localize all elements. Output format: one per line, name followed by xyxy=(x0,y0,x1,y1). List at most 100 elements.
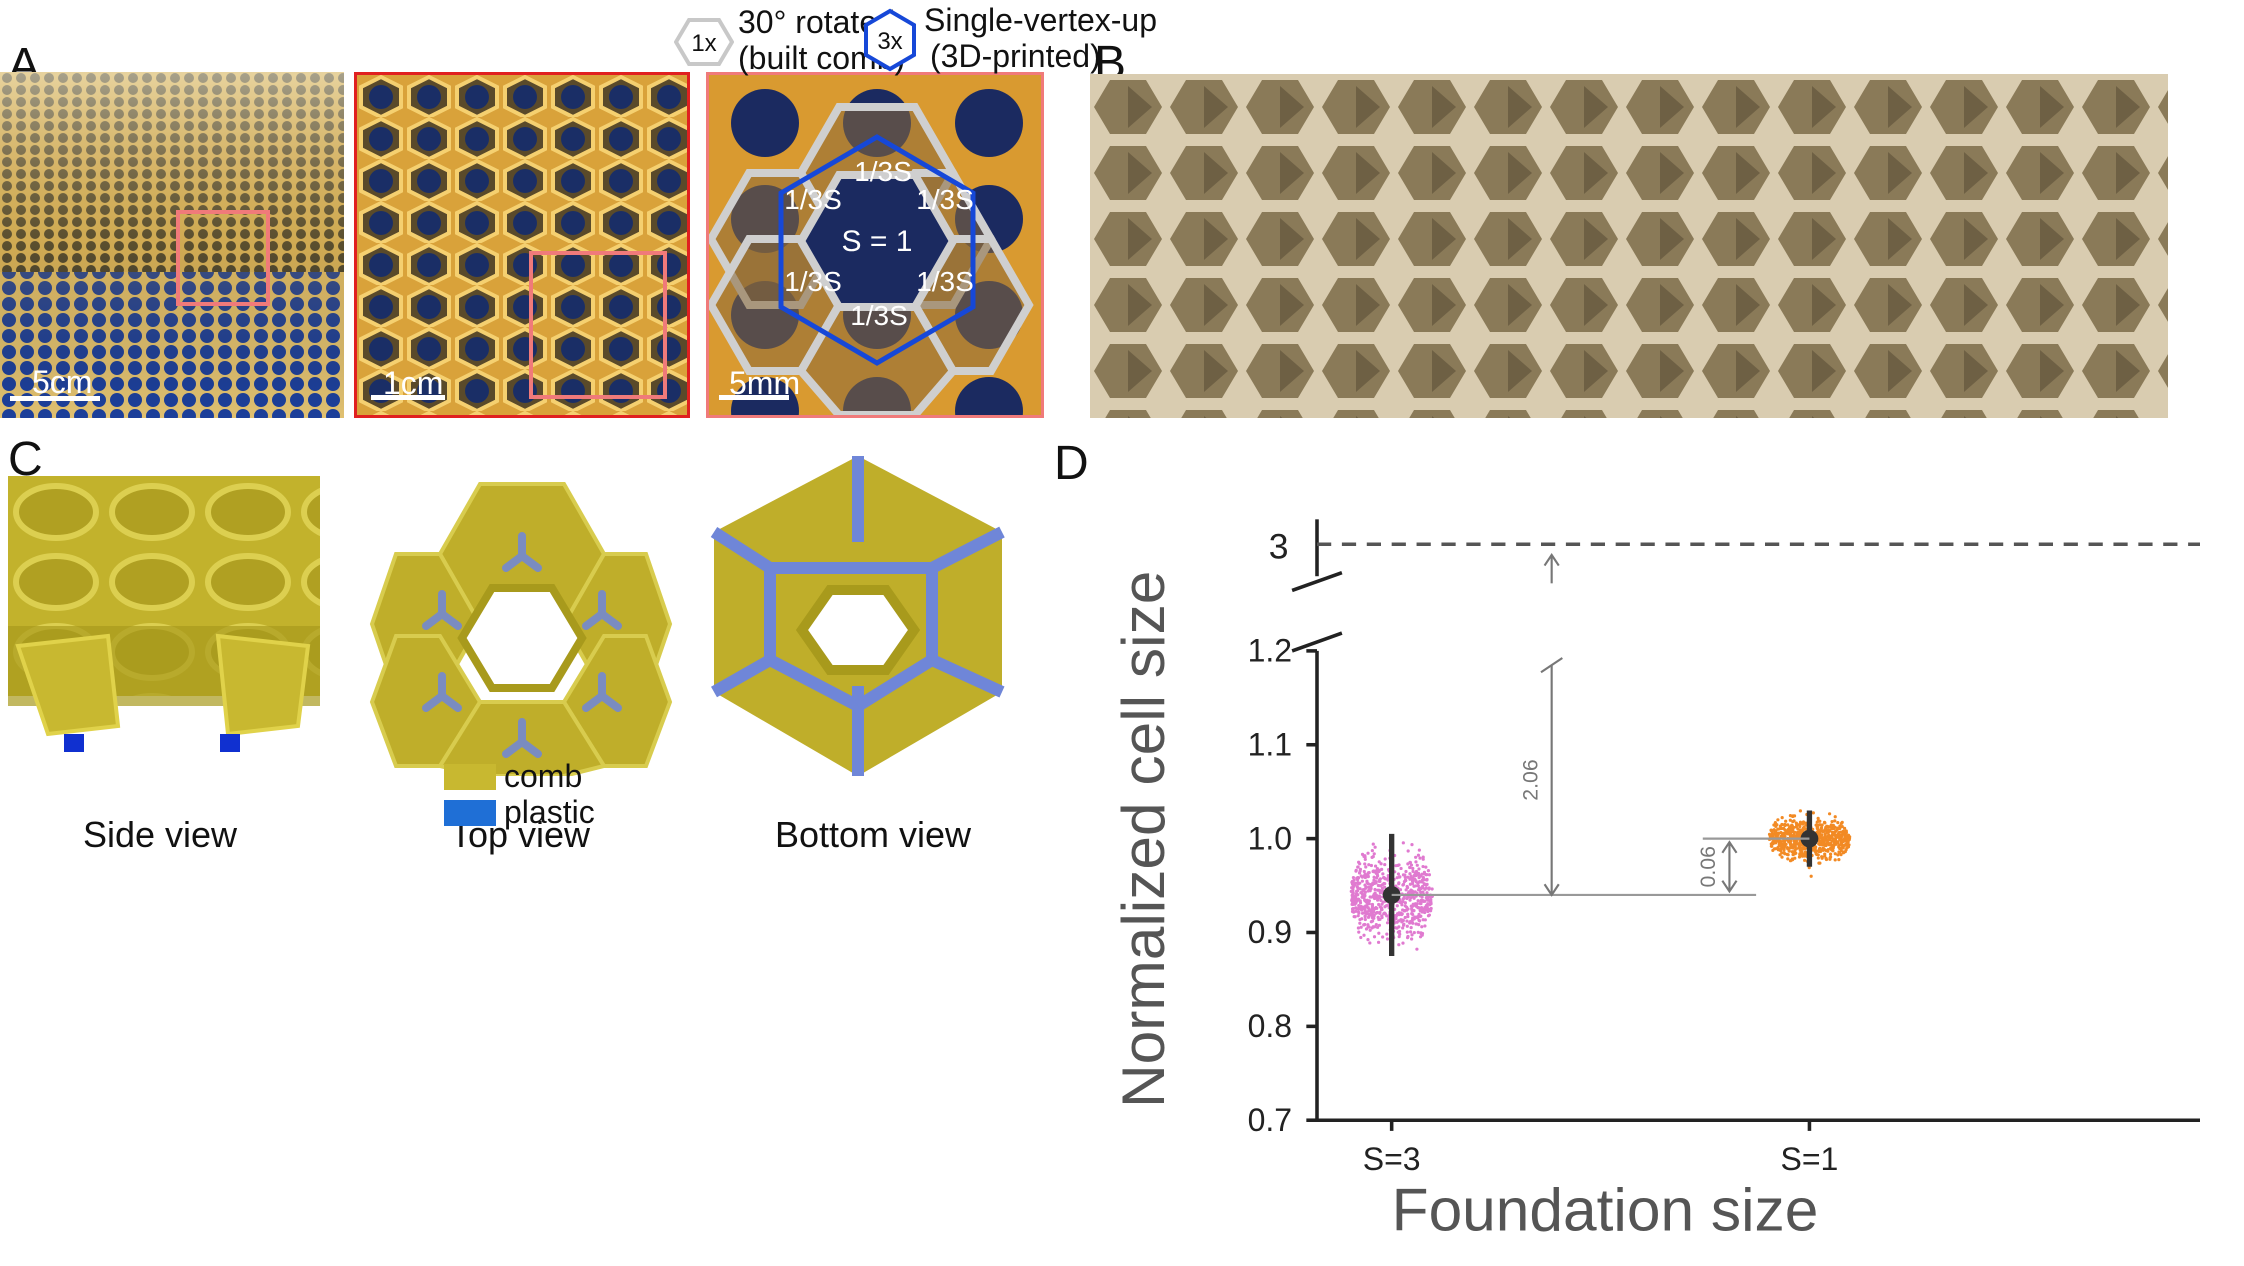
swarm-point xyxy=(1784,819,1788,823)
swarm-point xyxy=(1426,868,1431,873)
swarm-point xyxy=(1398,875,1402,879)
swarm-point xyxy=(1404,869,1408,874)
hex-label-upper-left: 1/3S xyxy=(784,184,842,215)
swarm-point xyxy=(1412,931,1416,935)
swarm-point xyxy=(1370,855,1374,860)
swarm-point xyxy=(1401,841,1405,845)
swarm-point xyxy=(1380,886,1385,890)
swarm-point xyxy=(1411,912,1415,917)
swarm-point xyxy=(1416,906,1420,910)
swarm-point xyxy=(1374,911,1378,915)
swarm-point xyxy=(1835,833,1839,838)
swarm-point xyxy=(1367,899,1372,903)
swarm-point xyxy=(1839,849,1843,853)
swarm-point xyxy=(1424,903,1428,908)
legend-label-comb: comb xyxy=(504,758,583,794)
swarm-point xyxy=(1769,842,1773,846)
swarm-point xyxy=(1833,852,1837,856)
swarm-point xyxy=(1367,907,1371,912)
swarm-point xyxy=(1408,877,1412,881)
swarm-point xyxy=(1833,815,1837,819)
swarm-point xyxy=(1351,887,1355,891)
swarm-point xyxy=(1827,837,1831,841)
swarm-point xyxy=(1367,902,1371,906)
swarm-point xyxy=(1360,911,1365,915)
swarm-point xyxy=(1384,904,1389,908)
swarm-point xyxy=(1401,882,1406,886)
swarm-point xyxy=(1372,916,1376,920)
swarm-point xyxy=(1385,937,1390,941)
swarm-point xyxy=(1360,892,1365,896)
swarm-point xyxy=(1418,935,1423,939)
swarm-point xyxy=(1368,941,1372,945)
swarm-point xyxy=(1419,898,1423,902)
swarm-point xyxy=(1401,873,1406,877)
swarm-point xyxy=(1378,890,1382,895)
swarm-point xyxy=(1844,829,1848,833)
swarm-point xyxy=(1774,823,1778,827)
swarm-point xyxy=(1408,872,1412,876)
swarm-point xyxy=(1427,913,1432,917)
swarm-point xyxy=(1791,830,1795,834)
swarm-point xyxy=(1377,931,1381,935)
swarm-point xyxy=(1846,833,1851,837)
swarm-point xyxy=(1353,881,1357,885)
swarm-point xyxy=(1845,846,1849,850)
swarm-point xyxy=(1811,846,1815,850)
swarm-point xyxy=(1422,870,1427,874)
scale-bar-line xyxy=(719,395,789,400)
swarm-point xyxy=(1369,883,1373,887)
swarm-point xyxy=(1381,900,1385,904)
panel-letter-d: D xyxy=(1054,437,1089,490)
swarm-point xyxy=(1791,814,1795,818)
swarm-point xyxy=(1429,895,1433,899)
swarm-point xyxy=(1803,858,1807,862)
swarm-point xyxy=(1770,844,1774,848)
annotation-arrowhead xyxy=(1543,552,1560,567)
swarm-point xyxy=(1405,905,1409,909)
swarm-point xyxy=(1401,941,1405,945)
swarm-point xyxy=(1416,914,1420,919)
swarm-point xyxy=(1351,875,1356,880)
swarm-point xyxy=(1372,875,1376,879)
swarm-point xyxy=(1822,829,1826,833)
swarm-point xyxy=(1366,851,1370,855)
swarm-point xyxy=(1363,915,1367,919)
swarm-point xyxy=(1378,905,1382,909)
swarm-point xyxy=(1354,892,1359,896)
swarm-point xyxy=(1356,914,1360,918)
swarm-point xyxy=(1362,933,1366,937)
swarm-point xyxy=(1381,872,1385,876)
swarm-point xyxy=(1415,902,1419,906)
swarm-point xyxy=(1427,873,1432,877)
swarm-point xyxy=(1778,853,1782,857)
swarm-point xyxy=(1408,921,1412,925)
swarm-point xyxy=(1420,925,1424,929)
swarm-point xyxy=(1838,826,1842,830)
swarm-point xyxy=(1423,910,1427,915)
swarm-point xyxy=(1820,833,1824,837)
swarm-point xyxy=(1817,829,1821,833)
swarm-point xyxy=(1792,851,1796,855)
swarm-point xyxy=(1377,879,1381,883)
side-view-render xyxy=(8,476,320,754)
swarm-point xyxy=(1377,902,1381,907)
swarm-point xyxy=(1838,824,1842,828)
swarm-point xyxy=(1769,833,1773,837)
swarm-point xyxy=(1799,853,1803,857)
swarm-point xyxy=(1376,940,1381,944)
swarm-point xyxy=(1371,842,1375,846)
swarm-point xyxy=(1421,864,1425,869)
swarm-point xyxy=(1402,880,1407,884)
swarm-point xyxy=(1837,844,1841,848)
swarm-point xyxy=(1356,880,1360,885)
swarm-point xyxy=(1794,821,1798,825)
swarm-point xyxy=(1403,915,1407,920)
swarm-point xyxy=(1351,892,1355,896)
swarm-point xyxy=(1405,919,1409,923)
swarm-point xyxy=(1843,826,1847,830)
swarm-point xyxy=(1416,899,1420,903)
swarm-point xyxy=(1832,832,1836,836)
swarm-point xyxy=(1845,837,1849,842)
swarm-point xyxy=(1789,833,1793,837)
